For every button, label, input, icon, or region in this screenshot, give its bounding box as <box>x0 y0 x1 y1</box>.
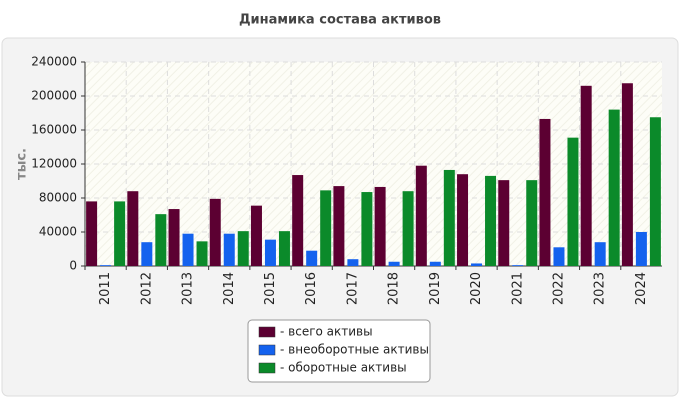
bar <box>196 241 208 266</box>
bar <box>361 192 373 266</box>
bar <box>649 117 661 266</box>
legend-label: - оборотные активы <box>280 361 407 375</box>
x-tick-label: 2013 <box>181 272 196 305</box>
bar <box>526 180 538 266</box>
x-tick-label: 2019 <box>428 272 443 305</box>
bar <box>485 175 497 266</box>
chart-title: Динамика состава активов <box>239 13 441 28</box>
x-tick-label: 2021 <box>510 272 525 305</box>
bar <box>100 265 112 266</box>
bar <box>429 261 441 266</box>
bar <box>608 109 620 266</box>
legend <box>247 319 431 383</box>
y-tick-label: 80000 <box>39 191 77 205</box>
bar <box>567 137 579 266</box>
bar <box>155 214 167 266</box>
y-tick-label: 0 <box>69 259 77 273</box>
x-tick-label: 2014 <box>222 272 237 305</box>
y-tick-label: 240000 <box>31 55 77 69</box>
bar <box>223 233 235 266</box>
x-tick-label: 2020 <box>469 272 484 305</box>
bar <box>553 247 565 266</box>
bar <box>415 165 427 266</box>
legend-swatch <box>258 344 276 356</box>
x-tick-label: 2017 <box>345 272 360 305</box>
x-tick-label: 2024 <box>634 272 649 305</box>
bar <box>402 191 414 266</box>
bar <box>209 198 221 266</box>
x-tick-label: 2011 <box>98 272 113 305</box>
bar <box>264 239 276 266</box>
x-tick-label: 2022 <box>551 272 566 305</box>
bar <box>320 190 332 266</box>
x-tick-label: 2018 <box>387 272 402 305</box>
bar <box>635 232 647 266</box>
y-tick-label: 200000 <box>31 89 77 103</box>
bar <box>512 265 524 266</box>
bar <box>278 231 290 266</box>
x-tick-label: 2016 <box>304 272 319 305</box>
bar <box>333 186 345 266</box>
bar <box>306 250 318 266</box>
bar <box>86 201 98 266</box>
x-tick-label: 2012 <box>139 272 154 305</box>
y-tick-label: 160000 <box>31 123 77 137</box>
y-tick-label: 40000 <box>39 225 77 239</box>
bar <box>580 85 592 266</box>
bar <box>498 180 510 266</box>
bar <box>168 209 180 266</box>
legend-swatch <box>258 362 276 374</box>
bar <box>347 259 359 266</box>
bar <box>114 201 126 266</box>
y-axis-label: тыс. <box>15 148 30 180</box>
x-tick-label: 2015 <box>263 272 278 305</box>
bar <box>539 118 551 266</box>
bar <box>127 191 139 266</box>
bar <box>621 83 633 266</box>
bar <box>471 263 483 266</box>
x-tick-label: 2023 <box>593 272 608 305</box>
bar <box>388 261 400 266</box>
bar <box>292 175 304 266</box>
bar <box>250 205 262 266</box>
legend-label: - внеоборотные активы <box>280 343 429 357</box>
bar <box>457 174 469 266</box>
legend-swatch <box>258 326 276 338</box>
bar <box>374 186 386 266</box>
legend-label: - всего активы <box>280 325 373 339</box>
y-tick-label: 120000 <box>31 157 77 171</box>
bar <box>182 233 194 266</box>
bar <box>443 169 455 266</box>
bar <box>594 242 606 266</box>
bar <box>141 242 153 266</box>
bar <box>237 231 249 266</box>
